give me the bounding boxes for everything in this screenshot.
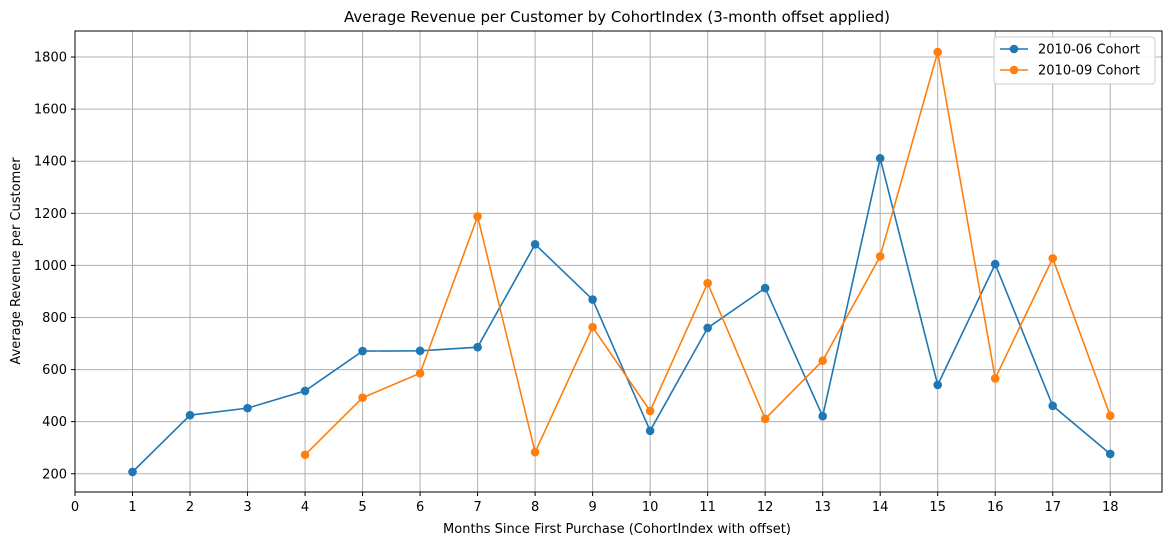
legend-label: 2010-09 Cohort bbox=[1038, 64, 1140, 79]
y-tick-label: 1000 bbox=[34, 259, 67, 274]
grid bbox=[74, 31, 1162, 492]
data-point bbox=[1105, 411, 1115, 420]
y-tick-label: 1200 bbox=[34, 207, 67, 222]
series-layer bbox=[128, 47, 1115, 477]
legend-marker bbox=[1009, 44, 1019, 54]
x-tick-label: 10 bbox=[642, 500, 659, 515]
x-tick-label: 1 bbox=[128, 500, 136, 515]
data-point bbox=[243, 403, 252, 413]
data-point bbox=[933, 47, 942, 57]
x-tick-label: 6 bbox=[416, 500, 424, 515]
data-point bbox=[415, 368, 425, 378]
y-axis: 200 400 600 800 1000 1200 1400 1600 1800 bbox=[34, 51, 75, 482]
data-point bbox=[415, 346, 425, 356]
data-point bbox=[588, 322, 597, 332]
x-axis: 0 1 2 3 4 5 6 7 8 9 10 11 12 13 14 15 16 17 18 bbox=[71, 492, 1119, 515]
data-point bbox=[473, 212, 482, 221]
x-axis-label: Months Since First Purchase (CohortIndex… bbox=[443, 522, 791, 537]
legend-label: 2010-06 Cohort bbox=[1038, 43, 1140, 58]
data-point bbox=[530, 447, 540, 457]
chart-title: Average Revenue per Customer by CohortIn… bbox=[344, 8, 890, 26]
x-tick-label: 5 bbox=[358, 500, 366, 515]
x-tick-label: 2 bbox=[186, 500, 194, 515]
data-point bbox=[818, 356, 827, 366]
data-point bbox=[760, 414, 770, 424]
data-point bbox=[645, 426, 655, 436]
y-tick-label: 800 bbox=[42, 311, 67, 326]
y-tick-label: 1800 bbox=[34, 51, 67, 66]
x-tick-label: 8 bbox=[531, 500, 539, 515]
legend-marker bbox=[1009, 65, 1019, 75]
y-tick-label: 1400 bbox=[34, 155, 67, 170]
x-tick-label: 11 bbox=[699, 500, 716, 515]
data-point bbox=[128, 467, 137, 477]
y-tick-label: 400 bbox=[42, 415, 67, 430]
x-tick-label: 15 bbox=[929, 500, 946, 515]
data-point bbox=[933, 380, 942, 390]
data-point bbox=[300, 450, 310, 460]
data-point bbox=[703, 278, 712, 288]
x-tick-label: 0 bbox=[71, 500, 79, 515]
x-tick-label: 13 bbox=[814, 500, 831, 515]
data-point bbox=[588, 295, 597, 304]
y-tick-label: 1600 bbox=[34, 103, 67, 118]
plot-frame bbox=[74, 30, 1163, 493]
x-tick-label: 18 bbox=[1102, 500, 1119, 515]
y-tick-label: 200 bbox=[42, 467, 67, 482]
data-point bbox=[185, 410, 195, 420]
y-tick-label: 600 bbox=[42, 363, 67, 378]
x-tick-label: 7 bbox=[473, 500, 481, 515]
x-tick-label: 12 bbox=[757, 500, 774, 515]
x-tick-label: 14 bbox=[872, 500, 889, 515]
data-point bbox=[875, 154, 885, 163]
data-point bbox=[300, 386, 310, 396]
data-point bbox=[473, 342, 482, 352]
data-point bbox=[760, 283, 770, 293]
data-point bbox=[875, 251, 885, 261]
legend-box bbox=[993, 36, 1156, 85]
data-point bbox=[358, 393, 367, 403]
data-point bbox=[358, 346, 367, 356]
data-point bbox=[990, 374, 1000, 383]
x-tick-label: 3 bbox=[243, 500, 251, 515]
x-tick-label: 4 bbox=[301, 500, 309, 515]
data-point bbox=[530, 240, 540, 249]
y-axis-label: Average Revenue per Customer bbox=[9, 157, 24, 365]
x-tick-label: 17 bbox=[1044, 500, 1061, 515]
data-point bbox=[645, 406, 655, 416]
series-line-1 bbox=[131, 158, 1111, 473]
data-point bbox=[818, 411, 827, 421]
x-tick-label: 16 bbox=[987, 500, 1004, 515]
x-tick-label: 9 bbox=[588, 500, 596, 515]
legend: 2010-06 Cohort 2010-09 Cohort bbox=[993, 36, 1156, 85]
data-point bbox=[1048, 254, 1058, 263]
data-point bbox=[1048, 401, 1058, 411]
data-point bbox=[990, 259, 1000, 269]
data-point bbox=[1105, 449, 1115, 459]
data-point bbox=[703, 323, 712, 333]
